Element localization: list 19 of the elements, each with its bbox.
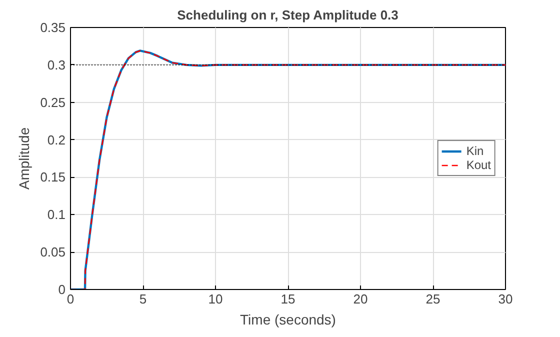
x-tick-label: 30 [498, 292, 513, 306]
x-tick-label: 25 [426, 292, 440, 306]
y-tick-label: 0.25 [40, 94, 66, 110]
y-tick-label: 0.15 [40, 170, 66, 185]
legend-label: Kin [466, 144, 485, 158]
x-tick-label: 10 [208, 292, 223, 306]
y-tick-label: 0.05 [40, 244, 66, 260]
x-tick-label: 20 [353, 292, 368, 306]
y-tick-label: 0.35 [40, 20, 66, 35]
y-axis-title: Amplitude [16, 127, 32, 190]
chart-title: Scheduling on r, Step Amplitude 0.3 [177, 8, 398, 22]
y-tick-label: 0.2 [47, 132, 66, 148]
y-tick-label: 0.1 [47, 207, 66, 222]
x-axis-title: Time (seconds) [240, 312, 336, 328]
y-tick-label: 0.3 [47, 57, 66, 72]
legend-label: Kout [466, 158, 491, 172]
x-tick-label: 15 [280, 292, 296, 306]
x-tick-label: 5 [139, 292, 147, 306]
y-tick-label: 0 [58, 282, 66, 297]
